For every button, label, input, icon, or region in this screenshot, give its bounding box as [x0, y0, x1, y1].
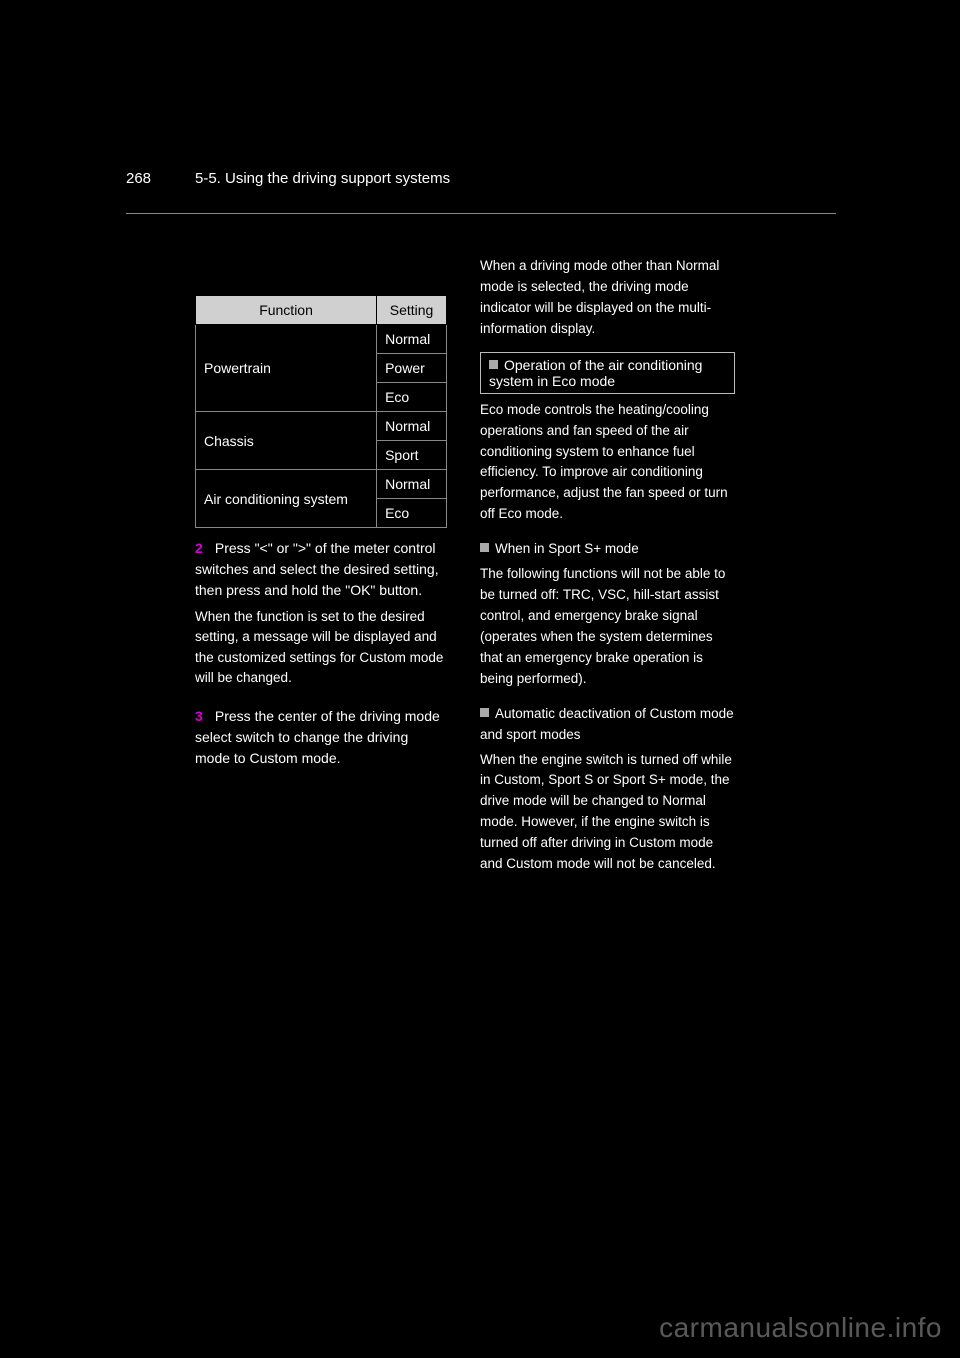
subsection-2: Automatic deactivation of Custom mode an…: [480, 704, 735, 875]
square-bullet-icon: [489, 360, 498, 369]
table-row: Air conditioning system Normal: [196, 470, 447, 499]
th-function: Function: [196, 296, 377, 325]
subsection-header: When in Sport S+ mode: [480, 539, 735, 560]
step-text: Press the center of the driving mode sel…: [195, 708, 440, 766]
step-number: 3: [195, 706, 211, 727]
cell-function: Chassis: [196, 412, 377, 470]
cell-function: Air conditioning system: [196, 470, 377, 528]
breadcrumb: 5-5. Using the driving support systems: [195, 170, 450, 187]
cell-setting: Normal: [377, 470, 447, 499]
cell-setting: Eco: [377, 383, 447, 412]
subsection-title: Automatic deactivation of Custom mode an…: [480, 706, 734, 742]
cell-setting: Normal: [377, 412, 447, 441]
cell-setting: Normal: [377, 325, 447, 354]
cell-function: Powertrain: [196, 325, 377, 412]
settings-table: Function Setting Powertrain Normal Power…: [195, 295, 447, 528]
intro-text: When a driving mode other than Normal mo…: [480, 256, 735, 340]
section-box: Operation of the air conditioning system…: [480, 352, 735, 394]
square-bullet-icon: [480, 708, 489, 717]
section-title: Operation of the air conditioning system…: [489, 357, 702, 389]
cell-setting: Power: [377, 354, 447, 383]
square-bullet-icon: [480, 543, 489, 552]
cell-setting: Sport: [377, 441, 447, 470]
section-text: Eco mode controls the heating/cooling op…: [480, 400, 735, 526]
subsection-title: When in Sport S+ mode: [495, 541, 639, 556]
table-row: Powertrain Normal: [196, 325, 447, 354]
subsection-text: The following functions will not be able…: [480, 564, 735, 690]
step-number: 2: [195, 538, 211, 559]
step-text: Press "<" or ">" of the meter control sw…: [195, 540, 439, 598]
subsection-text: When the engine switch is turned off whi…: [480, 750, 735, 876]
watermark: carmanualsonline.info: [659, 1312, 942, 1344]
cell-setting: Eco: [377, 499, 447, 528]
step-2-note: When the function is set to the desired …: [195, 607, 447, 688]
header-divider: [126, 213, 836, 214]
left-column: Function Setting Powertrain Normal Power…: [195, 295, 447, 769]
page-number: 268: [126, 170, 151, 187]
step-3: 3 Press the center of the driving mode s…: [195, 706, 447, 769]
table-row: Chassis Normal: [196, 412, 447, 441]
th-setting: Setting: [377, 296, 447, 325]
right-column: When a driving mode other than Normal mo…: [480, 256, 735, 875]
subsection-header: Automatic deactivation of Custom mode an…: [480, 704, 735, 746]
subsection-1: When in Sport S+ mode The following func…: [480, 539, 735, 689]
step-2: 2 Press "<" or ">" of the meter control …: [195, 538, 447, 601]
